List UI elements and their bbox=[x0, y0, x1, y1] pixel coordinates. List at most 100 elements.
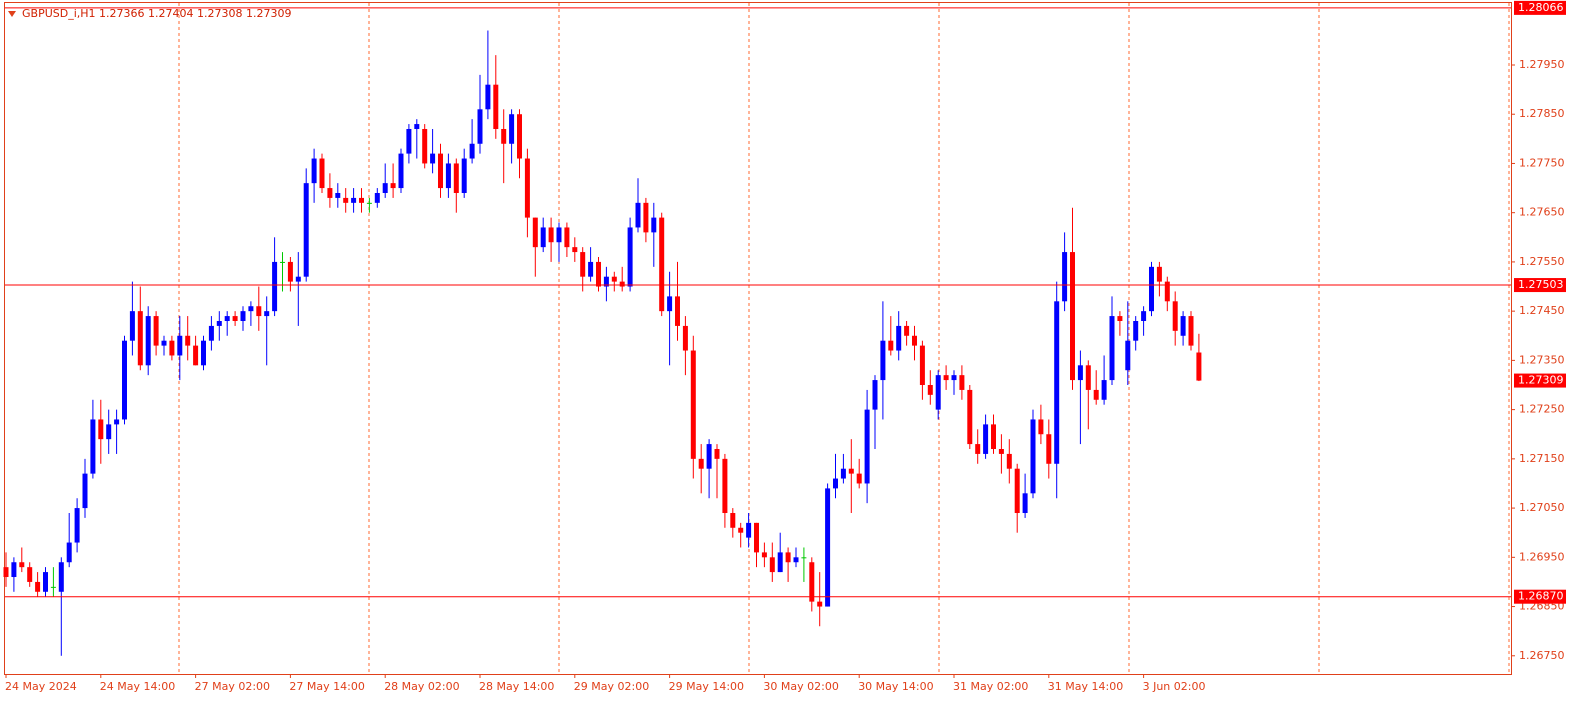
price-tag bbox=[1514, 373, 1566, 388]
candle-body bbox=[706, 444, 712, 469]
y-tick-label: 1.27050 bbox=[1519, 501, 1565, 514]
chart-title: GBPUSD_i,H1 1.27366 1.27404 1.27308 1.27… bbox=[22, 7, 291, 20]
y-tick-label: 1.27350 bbox=[1519, 353, 1565, 366]
candle-body bbox=[224, 316, 230, 321]
candle-body bbox=[927, 385, 933, 395]
candle-body bbox=[295, 276, 301, 282]
y-tick-label: 1.27750 bbox=[1519, 156, 1565, 169]
candle-body bbox=[169, 340, 175, 356]
candle-body bbox=[588, 261, 594, 277]
candle-body bbox=[785, 552, 791, 563]
candle-body bbox=[1077, 365, 1083, 381]
candle-body bbox=[998, 449, 1004, 454]
candle-body bbox=[453, 163, 459, 193]
candle-body bbox=[153, 316, 159, 346]
candle-body bbox=[975, 444, 981, 454]
candle-body bbox=[27, 567, 33, 582]
x-tick-label: 28 May 02:00 bbox=[384, 680, 459, 693]
candle-body bbox=[477, 109, 483, 144]
x-tick-label: 27 May 02:00 bbox=[195, 680, 270, 693]
candle-body bbox=[359, 197, 364, 203]
y-tick-label: 1.27650 bbox=[1519, 206, 1565, 219]
candle-body bbox=[366, 202, 372, 204]
candle-body bbox=[185, 335, 191, 346]
candle-body bbox=[596, 261, 601, 287]
candle-body bbox=[445, 163, 451, 189]
candle-body bbox=[833, 478, 838, 489]
level-tag bbox=[1514, 0, 1566, 15]
x-tick-label: 31 May 02:00 bbox=[953, 680, 1028, 693]
level-label: 1.28066 bbox=[1518, 1, 1564, 14]
candle-body bbox=[690, 350, 696, 459]
y-tick-label: 1.26950 bbox=[1519, 550, 1565, 563]
level-tag bbox=[1514, 589, 1566, 604]
candle-body bbox=[1188, 316, 1194, 346]
candle-body bbox=[1085, 365, 1091, 390]
candle-body bbox=[912, 335, 917, 346]
candle-body bbox=[904, 325, 910, 336]
candle-body bbox=[280, 261, 285, 263]
candle-body bbox=[580, 252, 586, 277]
y-tick-label: 1.27150 bbox=[1519, 452, 1565, 465]
candle-body bbox=[1180, 316, 1186, 336]
candle-body bbox=[501, 128, 507, 144]
candle-body bbox=[343, 197, 349, 203]
y-tick-label: 1.27950 bbox=[1519, 58, 1565, 71]
menu-arrow bbox=[8, 11, 16, 17]
candle-body bbox=[793, 557, 799, 563]
candle-body bbox=[943, 375, 949, 381]
candle-body bbox=[469, 143, 475, 159]
candle-body bbox=[74, 508, 80, 543]
candle-body bbox=[682, 325, 688, 351]
candle-body bbox=[1093, 389, 1099, 400]
x-tick-label: 30 May 14:00 bbox=[858, 680, 933, 693]
candle-body bbox=[82, 473, 88, 509]
candle-body bbox=[548, 227, 554, 243]
candle-body bbox=[216, 320, 222, 326]
candle-body bbox=[264, 311, 270, 317]
level-label: 1.27503 bbox=[1518, 278, 1564, 291]
candle-body bbox=[98, 419, 104, 440]
candle-body bbox=[414, 124, 420, 129]
x-tick-label: 31 May 14:00 bbox=[1048, 680, 1123, 693]
x-tick-label: 3 Jun 02:00 bbox=[1143, 680, 1206, 693]
candle-body bbox=[991, 424, 996, 450]
y-tick-label: 1.27550 bbox=[1519, 255, 1565, 268]
candle-body bbox=[746, 522, 752, 538]
candle-body bbox=[1101, 380, 1107, 400]
candle-body bbox=[896, 325, 902, 351]
candle-body bbox=[603, 276, 609, 287]
candle-body bbox=[619, 281, 625, 287]
candle-body bbox=[572, 247, 578, 253]
candle-body bbox=[848, 468, 854, 474]
candle-body bbox=[303, 183, 309, 277]
price-label: 1.27309 bbox=[1518, 374, 1564, 387]
candle-body bbox=[722, 458, 728, 514]
candle-body bbox=[43, 572, 48, 592]
candle-body bbox=[675, 296, 680, 326]
candle-body bbox=[319, 158, 325, 189]
candle-body bbox=[422, 128, 428, 164]
candle-body bbox=[1030, 419, 1036, 494]
candle-body bbox=[825, 488, 831, 607]
candle-body bbox=[643, 202, 649, 233]
candle-body bbox=[627, 227, 633, 287]
candle-body bbox=[161, 340, 167, 346]
candle-body bbox=[967, 389, 973, 445]
candle-body bbox=[208, 325, 214, 341]
candle-body bbox=[611, 276, 617, 282]
candle-body bbox=[50, 586, 56, 588]
candle-body bbox=[248, 306, 254, 312]
candle-body bbox=[114, 419, 120, 425]
candle-body bbox=[983, 424, 989, 454]
candle-body bbox=[659, 217, 665, 312]
candle-body bbox=[935, 375, 941, 410]
candle-body bbox=[3, 567, 9, 578]
x-tick-label: 28 May 14:00 bbox=[479, 680, 554, 693]
candle-body bbox=[1196, 352, 1202, 381]
candle-body bbox=[801, 557, 807, 559]
y-tick-label: 1.27450 bbox=[1519, 304, 1565, 317]
candle-body bbox=[90, 419, 96, 474]
